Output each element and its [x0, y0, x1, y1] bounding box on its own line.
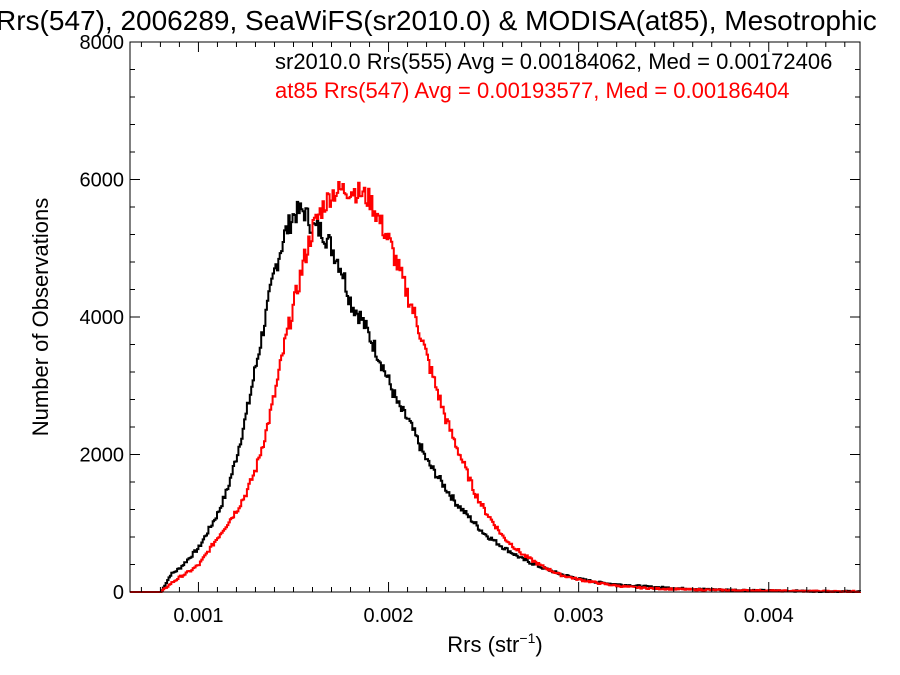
x-axis-label: Rrs (str−1): [447, 630, 542, 657]
legend-entry-at85: at85 Rrs(547) Avg = 0.00193577, Med = 0.…: [275, 78, 790, 103]
plot-frame: [129, 41, 861, 593]
x-axis-label-superscript: −1: [519, 630, 535, 646]
x-tick-label: 0.004: [744, 605, 794, 627]
y-tick-label: 2000: [80, 445, 125, 467]
y-tick-label: 8000: [80, 32, 125, 54]
ticks-layer: 0.001 0.002 0.003 0.004 0 2000 4000 6000 8000: [80, 32, 860, 627]
x-tick-label: 0.003: [554, 605, 604, 627]
legend-entry-sr2010: sr2010.0 Rrs(555) Avg = 0.00184062, Med …: [275, 49, 832, 74]
y-tick-label: 0: [113, 582, 124, 604]
series-at85-line: [130, 181, 861, 593]
chart-title: Rrs(547), 2006289, SeaWiFS(sr2010.0) & M…: [0, 5, 877, 36]
y-axis-label: Number of Observations: [28, 198, 53, 436]
series-layer: [130, 181, 861, 593]
series-sr2010-line: [130, 200, 861, 593]
x-tick-label: 0.001: [173, 605, 223, 627]
x-tick-label: 0.002: [364, 605, 414, 627]
y-tick-label: 4000: [80, 307, 125, 329]
y-tick-label: 6000: [80, 170, 125, 192]
